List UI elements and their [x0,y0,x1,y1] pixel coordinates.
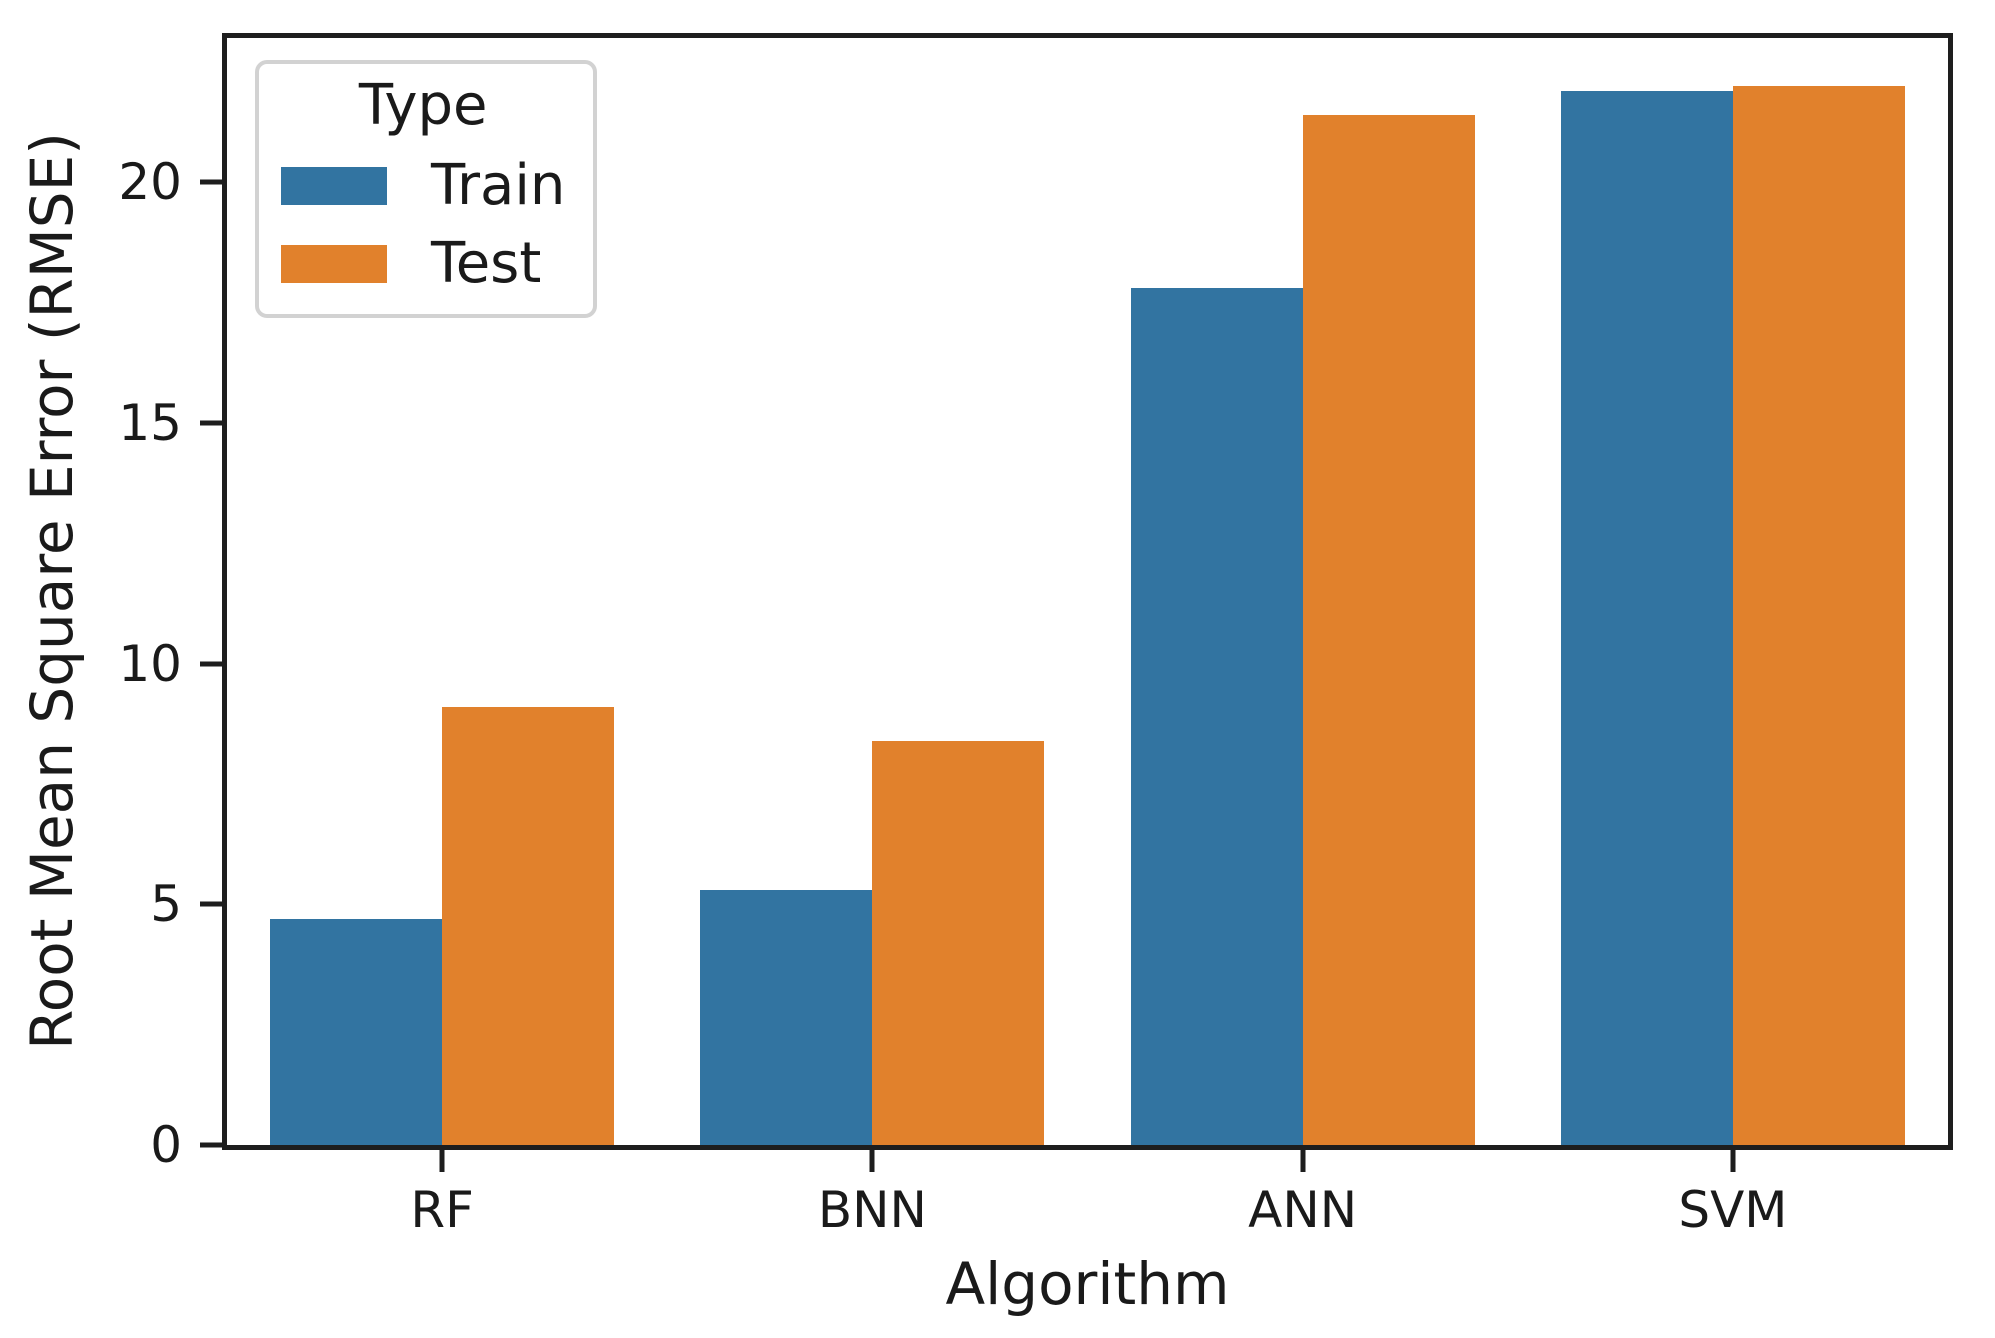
y-tick-mark [200,1142,222,1148]
bar-test-rf [442,707,615,1145]
x-tick-label: SVM [1678,1181,1788,1239]
bar-test-svm [1732,86,1905,1145]
bar-test-ann [1302,115,1475,1145]
bar-train-rf [270,918,443,1145]
legend-title: Type [358,73,488,138]
train-color-swatch [281,166,387,205]
x-tick-label: BNN [817,1181,927,1239]
x-tick-mark [869,1150,875,1172]
legend-row-train: Train [281,155,565,217]
y-tick-mark [200,661,222,667]
x-tick-label: ANN [1248,1181,1358,1239]
y-tick-label: 20 [118,153,182,212]
bar-test-bnn [872,740,1045,1145]
legend-label-train: Train [431,153,566,219]
x-tick-mark [1300,1150,1306,1172]
x-tick-mark [439,1150,445,1172]
y-tick-mark [200,420,222,426]
bar-train-ann [1130,288,1303,1145]
bar-train-bnn [700,889,873,1145]
y-tick-label: 15 [118,394,182,453]
bar-train-svm [1560,90,1733,1145]
y-tick-mark [200,901,222,907]
legend: Type Train Test [255,60,598,319]
plot-area: Type Train Test 0 5 10 15 20 RF BNN ANN SVM [118,33,1953,1235]
legend-label-test: Test [431,230,542,296]
x-axis-label: Algorithm [945,1250,1230,1318]
y-axis-label: Root Mean Square Error (RMSE) [18,132,86,1050]
y-tick-mark [200,179,222,185]
x-tick-mark [1730,1150,1736,1172]
legend-row-test: Test [281,233,565,295]
y-tick-label: 5 [150,875,182,934]
legend-rows: Train Test [281,155,565,294]
x-tick-label: RF [410,1181,474,1239]
test-color-swatch [281,244,387,283]
y-tick-label: 0 [150,1116,182,1174]
y-tick-label: 10 [118,634,182,693]
